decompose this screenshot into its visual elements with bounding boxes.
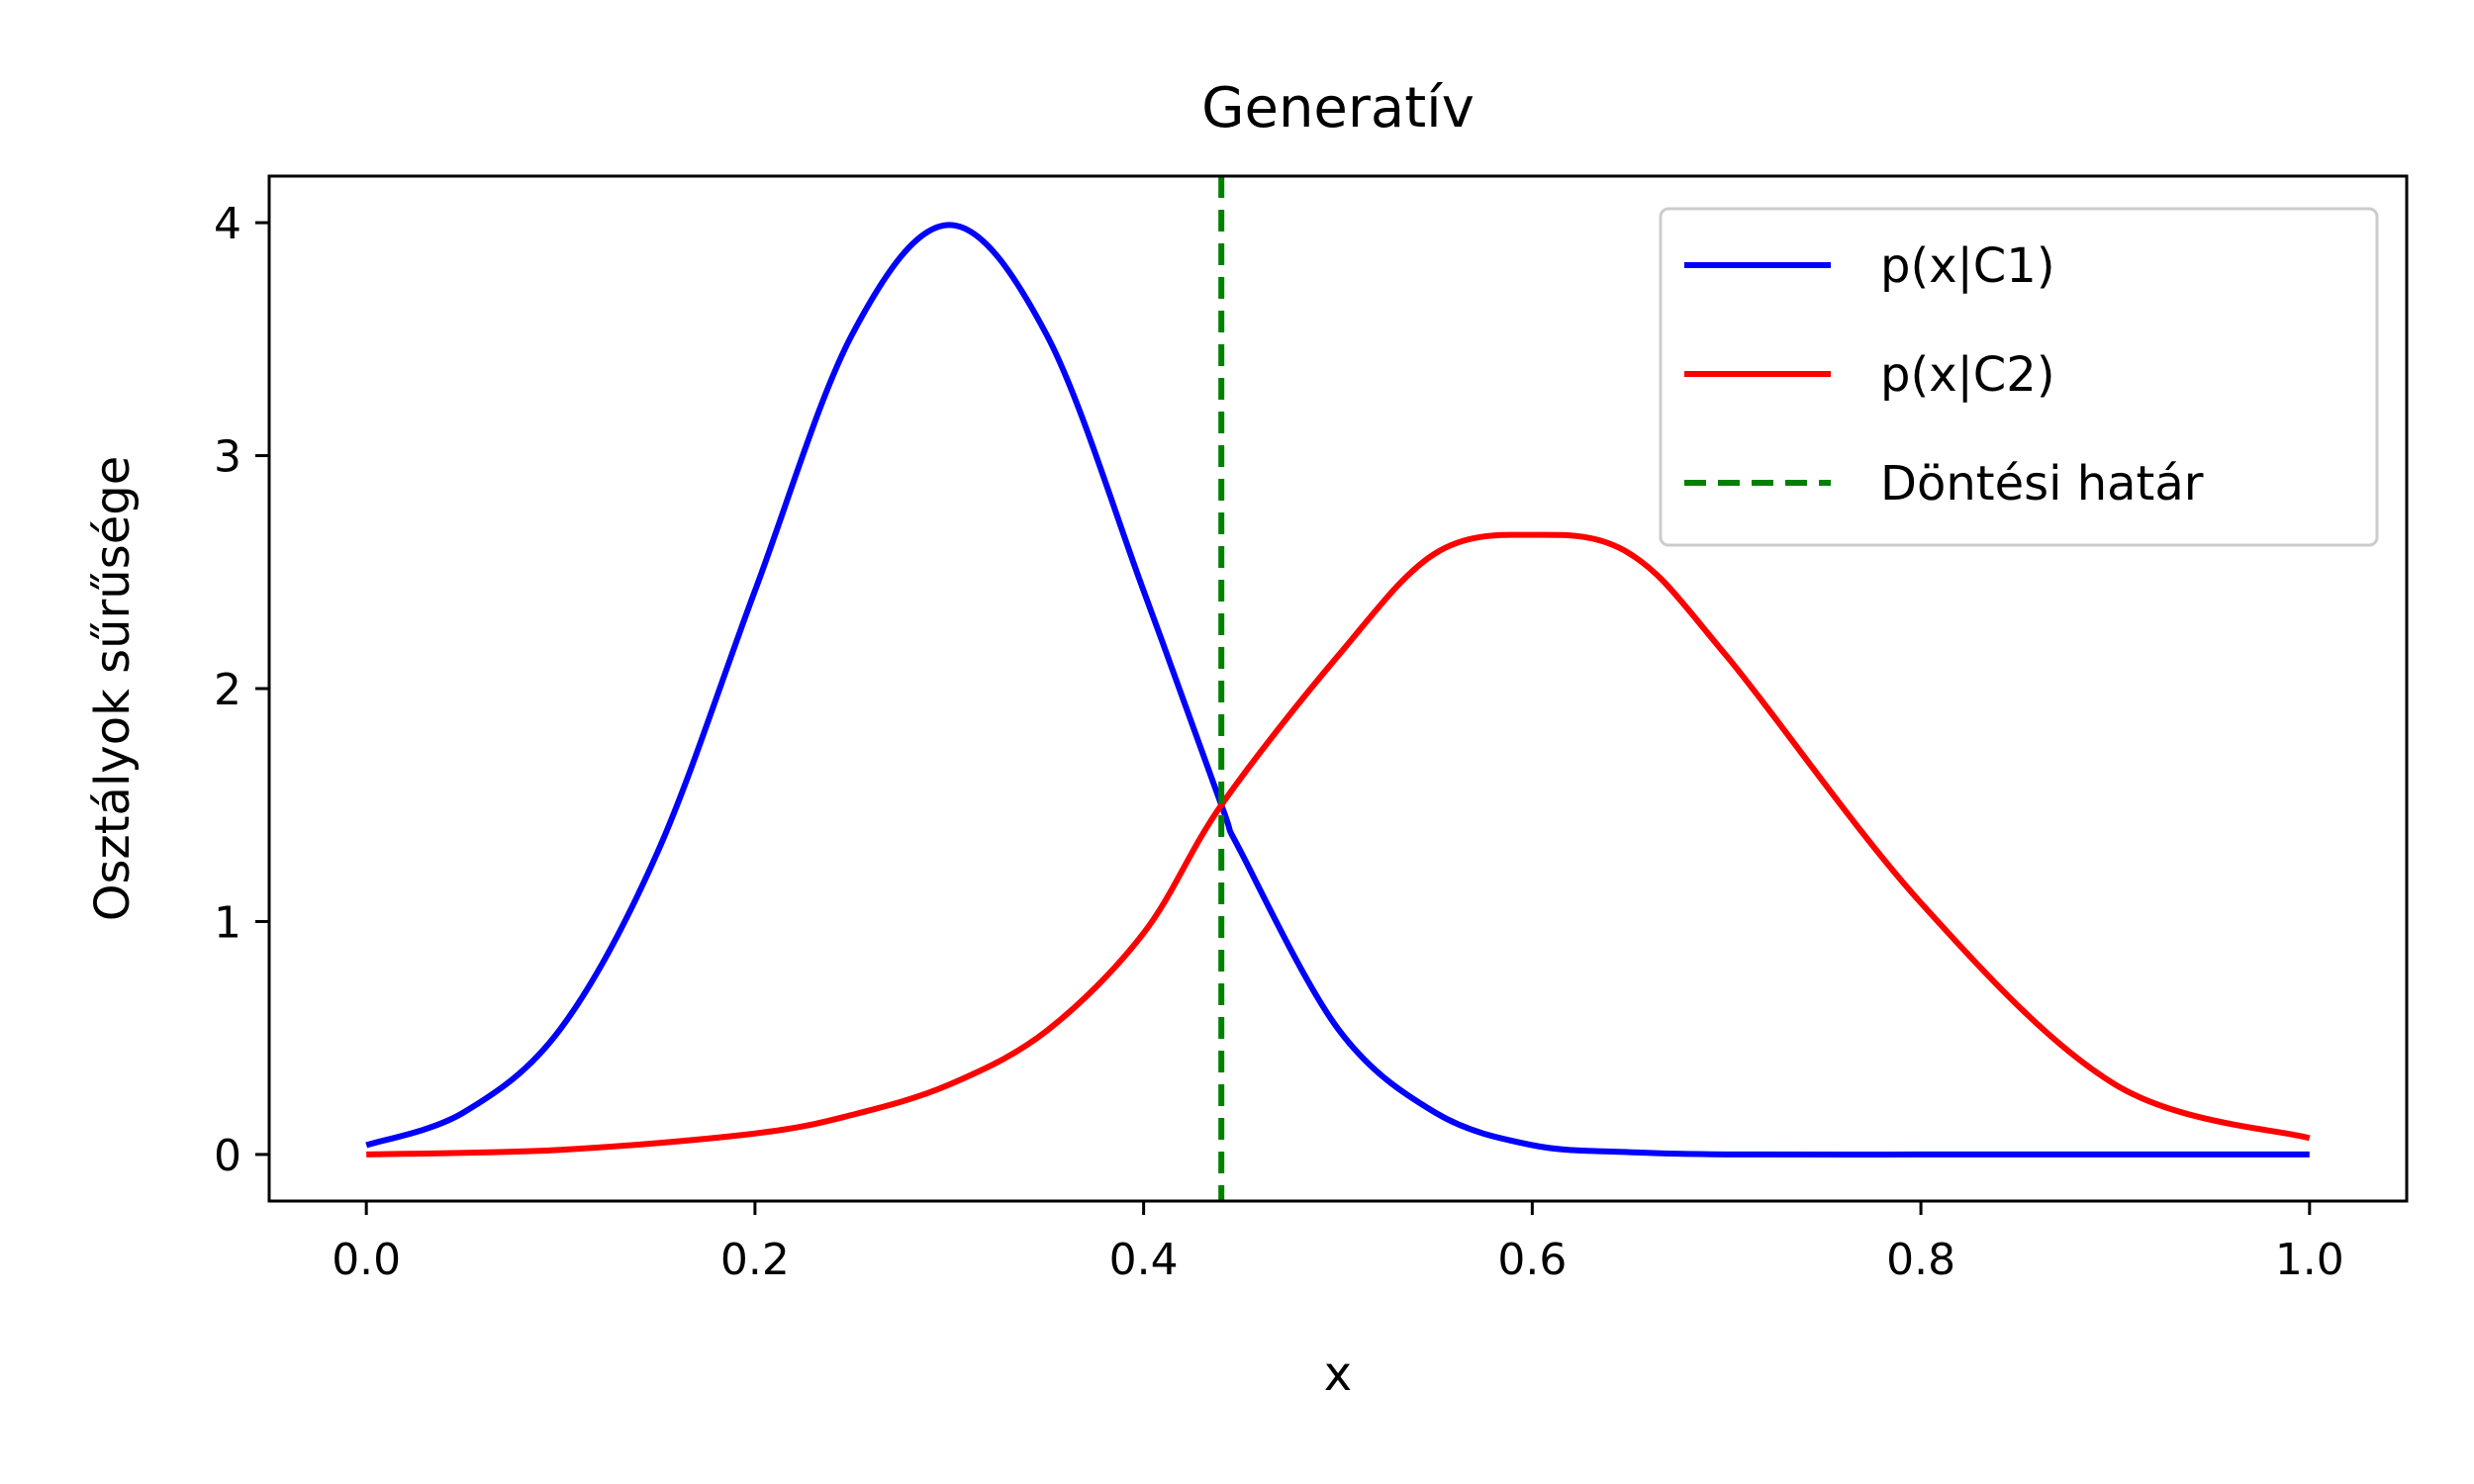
y-tick-label: 2 xyxy=(214,665,241,715)
y-tick-label: 4 xyxy=(214,199,241,249)
legend-label-c2: p(x|C2) xyxy=(1880,347,2055,403)
x-tick-label: 1.0 xyxy=(2275,1235,2344,1285)
x-tick-label: 0.4 xyxy=(1109,1235,1179,1285)
x-tick-label: 0.2 xyxy=(720,1235,790,1285)
series-layer xyxy=(365,176,2311,1201)
y-axis: 0 1 2 3 4 xyxy=(214,199,269,1181)
legend: p(x|C1) p(x|C2) Döntési határ xyxy=(1659,207,2379,547)
x-tick-label: 0.0 xyxy=(332,1235,401,1285)
chart-title: Generatív xyxy=(1201,76,1475,140)
y-tick-label: 0 xyxy=(214,1131,241,1181)
y-tick-label: 3 xyxy=(214,432,241,483)
series-line-2 xyxy=(366,531,2311,1158)
x-tick-label: 0.8 xyxy=(1886,1235,1955,1285)
x-tick-label: 0.6 xyxy=(1497,1235,1567,1285)
y-axis-label: Osztályok sűrűsége xyxy=(85,456,141,922)
legend-label-boundary: Döntési határ xyxy=(1880,456,2204,511)
x-axis: 0.0 0.2 0.4 0.6 0.8 1.0 xyxy=(332,1201,2344,1285)
legend-box xyxy=(1659,207,2379,547)
x-axis-label: x xyxy=(1324,1346,1352,1402)
legend-label-c1: p(x|C1) xyxy=(1880,238,2055,294)
plot-area xyxy=(365,176,2311,1201)
y-tick-label: 1 xyxy=(214,897,241,948)
series-line-1 xyxy=(365,222,2310,1159)
